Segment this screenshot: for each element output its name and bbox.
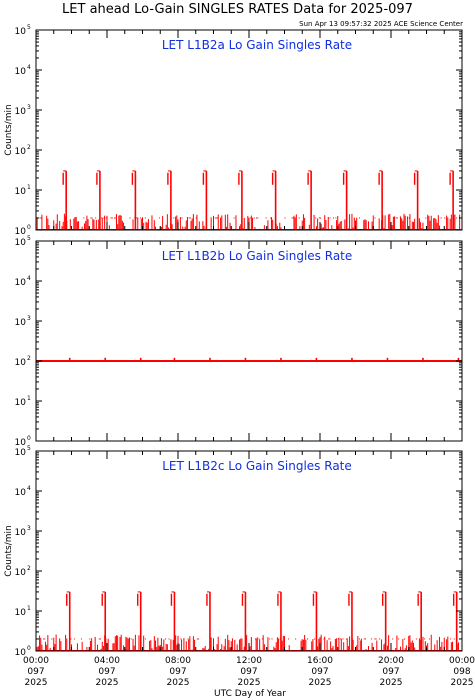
timestamp: Sun Apr 13 09:57:32 2025 ACE Science Cen…	[299, 20, 463, 28]
y-tick-label: 10	[15, 238, 27, 248]
x-tick-doy: 098	[453, 667, 470, 677]
y-axis-label: Counts/min	[4, 104, 14, 155]
y-tick-exponent: 4	[27, 485, 31, 492]
panel-title: LET L1B2a Lo Gain Singles Rate	[162, 38, 352, 52]
y-tick-exponent: 1	[27, 605, 31, 612]
x-tick-year: 2025	[96, 678, 119, 688]
x-tick-time: 00:00	[23, 656, 49, 666]
y-tick-label: 10	[15, 438, 27, 448]
y-tick-label: 10	[15, 568, 27, 578]
series-1	[36, 170, 462, 230]
y-tick-exponent: 2	[27, 144, 31, 151]
y-tick-label: 10	[15, 27, 27, 37]
y-tick-label: 10	[15, 227, 27, 237]
y-tick-exponent: 3	[27, 525, 31, 532]
x-tick-time: 16:00	[307, 656, 333, 666]
y-tick-exponent: 3	[27, 104, 31, 111]
x-tick-doy: 097	[240, 667, 257, 677]
panel-title: LET L1B2b Lo Gain Singles Rate	[162, 249, 353, 263]
y-tick-exponent: 0	[27, 224, 31, 231]
y-tick-exponent: 1	[27, 184, 31, 191]
y-tick-label: 10	[15, 358, 27, 368]
y-tick-exponent: 3	[27, 315, 31, 322]
x-tick-doy: 097	[98, 667, 115, 677]
x-tick-doy: 097	[382, 667, 399, 677]
y-tick-exponent: 4	[27, 64, 31, 71]
y-tick-label: 10	[15, 398, 27, 408]
y-axis-label: Counts/min	[4, 525, 14, 576]
plot-frame	[35, 240, 463, 442]
y-tick-exponent: 2	[27, 355, 31, 362]
x-tick-year: 2025	[25, 678, 48, 688]
y-tick-exponent: 4	[27, 275, 31, 282]
series-3	[36, 591, 462, 651]
y-tick-label: 10	[15, 448, 27, 458]
y-tick-label: 10	[15, 608, 27, 618]
x-tick-time: 20:00	[378, 656, 404, 666]
x-tick-doy: 097	[311, 667, 328, 677]
y-tick-exponent: 2	[27, 565, 31, 572]
x-tick-time: 12:00	[236, 656, 262, 666]
x-tick-year: 2025	[380, 678, 403, 688]
x-tick-doy: 097	[169, 667, 186, 677]
y-tick-label: 10	[15, 187, 27, 197]
y-tick-exponent: 0	[27, 645, 31, 652]
y-tick-exponent: 5	[27, 445, 31, 452]
x-tick-doy: 097	[27, 667, 44, 677]
x-tick-year: 2025	[309, 678, 332, 688]
x-tick-time: 08:00	[165, 656, 191, 666]
plot-frame	[35, 450, 463, 652]
y-tick-exponent: 5	[27, 235, 31, 242]
x-tick-year: 2025	[167, 678, 190, 688]
y-tick-label: 10	[15, 67, 27, 77]
panel-title: LET L1B2c Lo Gain Singles Rate	[162, 459, 352, 473]
y-tick-label: 10	[15, 488, 27, 498]
x-tick-time: 00:00	[449, 656, 475, 666]
page-title: LET ahead Lo-Gain SINGLES RATES Data for…	[62, 2, 413, 17]
y-tick-label: 10	[15, 107, 27, 117]
x-tick-time: 04:00	[94, 656, 120, 666]
x-axis-label: UTC Day of Year	[214, 689, 286, 699]
y-tick-label: 10	[15, 278, 27, 288]
series-2	[36, 357, 462, 362]
y-tick-label: 10	[15, 648, 27, 658]
x-tick-labels: 00:00097202504:00097202508:00097202512:0…	[23, 656, 475, 688]
y-tick-exponent: 5	[27, 24, 31, 31]
y-tick-label: 10	[15, 318, 27, 328]
y-tick-label: 10	[15, 147, 27, 157]
x-tick-year: 2025	[238, 678, 261, 688]
x-tick-year: 2025	[451, 678, 474, 688]
y-tick-exponent: 1	[27, 395, 31, 402]
y-tick-label: 10	[15, 528, 27, 538]
y-tick-exponent: 0	[27, 435, 31, 442]
